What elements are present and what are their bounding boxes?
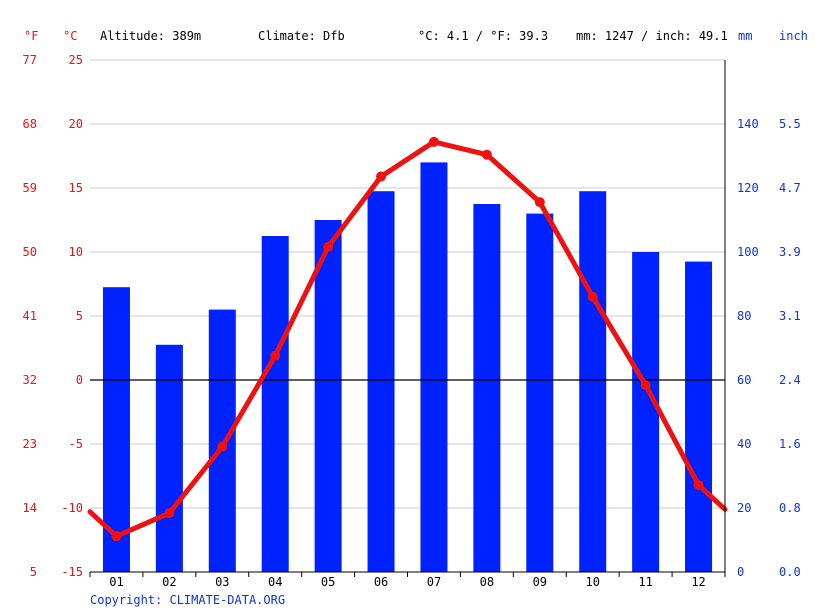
mm-tick-label: 40	[737, 437, 751, 451]
fahrenheit-tick-label: 5	[30, 565, 37, 579]
month-label-08: 08	[480, 575, 494, 589]
precipitation-bar-09	[526, 213, 554, 572]
inch-tick-label: 5.5	[779, 117, 801, 131]
precipitation-bar-08	[473, 204, 501, 572]
mm-tick-label: 0	[737, 565, 744, 579]
month-label-05: 05	[321, 575, 335, 589]
mm-tick-label: 120	[737, 181, 759, 195]
month-label-11: 11	[638, 575, 652, 589]
temperature-point-02	[164, 508, 175, 519]
precipitation-bar-04	[261, 236, 289, 572]
copyright-label: Copyright: CLIMATE-DATA.ORG	[90, 593, 285, 607]
temperature-summary: °C: 4.1 / °F: 39.3	[418, 29, 548, 43]
temperature-point-06	[376, 171, 387, 182]
temperature-line-group	[87, 136, 728, 542]
fahrenheit-tick-label: 68	[23, 117, 37, 131]
inch-tick-label: 1.6	[779, 437, 801, 451]
celsius-tick-label: -5	[69, 437, 83, 451]
axes	[89, 60, 726, 577]
temperature-point-03	[217, 441, 228, 452]
celsius-tick-label: -15	[61, 565, 83, 579]
celsius-tick-label: 5	[76, 309, 83, 323]
climate-label: Climate: Dfb	[258, 29, 345, 43]
precipitation-bar-10	[579, 191, 607, 572]
fahrenheit-tick-label: 41	[23, 309, 37, 323]
celsius-tick-label: 20	[69, 117, 83, 131]
unit-celsius-label: °C	[63, 29, 77, 43]
precipitation-bar-07	[420, 162, 448, 572]
fahrenheit-tick-label: 50	[23, 245, 37, 259]
temperature-point-05	[323, 241, 334, 252]
inch-tick-label: 0.0	[779, 565, 801, 579]
precipitation-bar-03	[208, 309, 236, 572]
inch-tick-label: 0.8	[779, 501, 801, 515]
precipitation-bar-05	[314, 220, 342, 572]
celsius-tick-label: 0	[76, 373, 83, 387]
fahrenheit-tick-label: 32	[23, 373, 37, 387]
inch-tick-label: 2.4	[779, 373, 801, 387]
month-label-10: 10	[585, 575, 599, 589]
month-label-02: 02	[162, 575, 176, 589]
celsius-tick-label: 15	[69, 181, 83, 195]
celsius-tick-label: 25	[69, 53, 83, 67]
mm-tick-label: 100	[737, 245, 759, 259]
month-label-12: 12	[691, 575, 705, 589]
precipitation-bars	[102, 162, 713, 572]
unit-mm-label: mm	[738, 29, 752, 43]
month-label-01: 01	[109, 575, 123, 589]
fahrenheit-tick-label: 23	[23, 437, 37, 451]
temperature-point-10	[587, 291, 598, 302]
precipitation-bar-02	[155, 344, 183, 572]
temperature-line	[87, 139, 728, 539]
precipitation-bar-06	[367, 191, 395, 572]
inch-tick-label: 3.9	[779, 245, 801, 259]
temperature-point-11	[640, 380, 651, 391]
mm-tick-label: 80	[737, 309, 751, 323]
unit-fahrenheit-label: °F	[24, 29, 38, 43]
fahrenheit-tick-label: 77	[23, 53, 37, 67]
precipitation-summary: mm: 1247 / inch: 49.1	[576, 29, 728, 43]
mm-tick-label: 20	[737, 501, 751, 515]
unit-inch-label: inch	[779, 29, 808, 43]
precipitation-bar-12	[685, 261, 713, 572]
inch-tick-label: 4.7	[779, 181, 801, 195]
month-label-07: 07	[427, 575, 441, 589]
temperature-point-08	[481, 149, 492, 160]
month-label-06: 06	[374, 575, 388, 589]
celsius-tick-label: 10	[69, 245, 83, 259]
temperature-point-01	[111, 531, 122, 542]
celsius-tick-label: -10	[61, 501, 83, 515]
inch-tick-label: 3.1	[779, 309, 801, 323]
temperature-point-04	[270, 350, 281, 361]
precipitation-bar-11	[632, 252, 660, 572]
fahrenheit-tick-label: 14	[23, 501, 37, 515]
temperature-point-07	[428, 136, 439, 147]
month-label-04: 04	[268, 575, 282, 589]
grid-lines	[90, 59, 725, 573]
fahrenheit-tick-label: 59	[23, 181, 37, 195]
month-label-09: 09	[533, 575, 547, 589]
month-label-03: 03	[215, 575, 229, 589]
altitude-label: Altitude: 389m	[100, 29, 201, 43]
temperature-point-12	[693, 479, 704, 490]
mm-tick-label: 60	[737, 373, 751, 387]
mm-tick-label: 140	[737, 117, 759, 131]
temperature-point-09	[534, 197, 545, 208]
